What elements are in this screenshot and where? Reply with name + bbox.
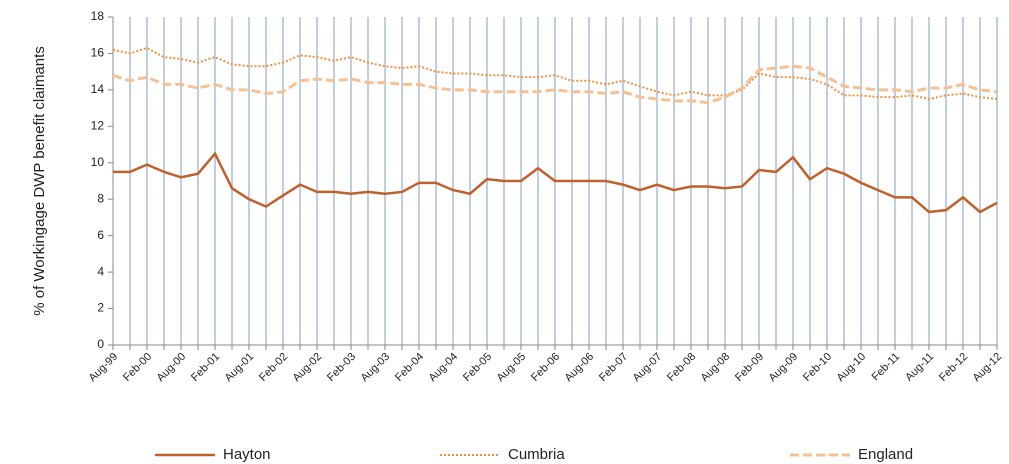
x-tick-label: Aug-07 [631, 351, 665, 385]
y-axis-label: % of Workingage DWP benefit claimants [31, 46, 48, 316]
series-line [113, 151, 998, 214]
x-tick-label: Aug-12 [971, 351, 1005, 385]
x-tick-label: Aug-05 [495, 351, 529, 385]
x-tick-label: Aug-02 [291, 351, 325, 385]
x-tick-label: Aug-03 [359, 351, 393, 385]
y-tick-label: 0 [97, 337, 104, 351]
y-tick-label: 8 [97, 191, 104, 205]
x-tick-label: Feb-09 [733, 351, 766, 384]
x-tick-label: Feb-08 [665, 351, 698, 384]
x-tick-label: Aug-09 [767, 351, 801, 385]
x-tick-label: Feb-01 [189, 351, 222, 384]
y-tick-label: 10 [91, 155, 105, 169]
x-tick-label: Feb-11 [870, 351, 903, 384]
x-tick-label: Feb-10 [801, 351, 834, 384]
x-tick-label: Aug-10 [835, 351, 869, 385]
x-tick-label: Feb-04 [393, 351, 426, 384]
x-tick-label: Aug-11 [903, 351, 936, 384]
series-line [112, 64, 998, 105]
y-tick-label: 18 [91, 9, 105, 23]
x-tick-label: Aug-04 [427, 351, 461, 385]
x-tick-label: Feb-07 [597, 351, 630, 384]
x-tick-label: Feb-12 [937, 351, 970, 384]
y-tick-label: 6 [97, 228, 104, 242]
x-tick-label: Feb-03 [325, 351, 358, 384]
legend-label: England [858, 446, 913, 463]
y-tick-label: 14 [91, 82, 105, 96]
x-tick-label: Feb-05 [461, 351, 494, 384]
x-tick-label: Feb-02 [257, 351, 290, 384]
legend-label: Hayton [223, 446, 271, 463]
x-tick-label: Aug-00 [155, 351, 189, 385]
y-tick-label: 16 [91, 46, 105, 60]
x-tick-label: Aug-08 [699, 351, 733, 385]
y-tick-label: 2 [97, 301, 104, 315]
series-line [112, 46, 998, 101]
y-tick-label: 4 [97, 264, 104, 278]
x-tick-label: Feb-06 [529, 351, 562, 384]
x-tick-label: Feb-00 [121, 351, 154, 384]
x-tick-label: Aug-06 [563, 351, 597, 385]
legend-label: Cumbria [508, 446, 565, 463]
x-tick-label: Aug-99 [87, 351, 121, 385]
y-tick-label: 12 [91, 119, 105, 133]
x-tick-label: Aug-01 [223, 351, 257, 385]
